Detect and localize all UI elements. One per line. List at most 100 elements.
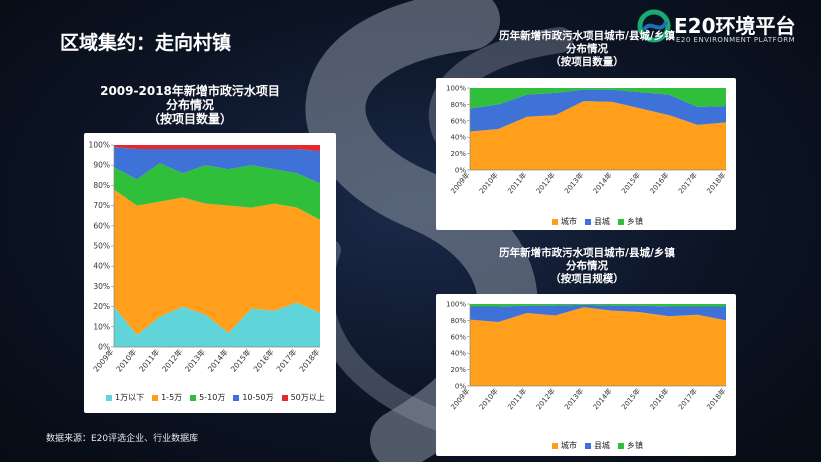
bottomright-chart-title-line2: 分布情况 [566,260,608,272]
topright-legend-item: 县城 [585,216,610,227]
left-legend-swatch [106,394,112,401]
left-x-tick-label: 2018年 [297,346,322,373]
bottomright-area-2 [470,304,726,322]
bottomright-x-tick-label: 2016年 [648,387,671,412]
bottomright-legend-item: 县城 [585,440,610,451]
left-legend-swatch [152,394,159,401]
bottomright-y-tick-label: 40% [450,350,466,358]
left-y-tick-label: 70% [93,201,110,210]
topright-y-tick-label: 100% [446,85,466,93]
left-y-tick-label: 20% [93,302,110,311]
topright-y-tick-label: 80% [450,101,466,109]
bottomright-legend-label: 城市 [561,441,577,450]
left-legend-label: 1万以下 [115,393,145,402]
bottomright-x-tick-label: 2012年 [534,387,557,412]
topright-y-tick-label: 20% [450,150,466,158]
left-y-tick-label: 30% [93,282,110,291]
topright-area-2 [470,89,726,132]
bottomright-chart-title: 历年新增市政污水项目城市/县城/乡镇 分布情况 （按项目规模） [462,247,712,286]
topright-area-3 [470,88,726,109]
data-source-note: 数据来源：E20评选企业、行业数据库 [46,434,199,444]
left-legend-item: 5-10万 [190,392,225,403]
brand-logo: E20环境平台 E20 ENVIRONMENT PLATFORM [636,6,816,54]
left-area-2 [114,189,320,335]
left-legend-swatch [190,394,197,401]
bottomright-x-tick-label: 2014年 [591,387,614,412]
left-x-tick-label: 2012年 [159,346,184,373]
bottomright-legend-item: 乡镇 [618,440,643,451]
bottomright-legend-swatch [585,442,591,449]
topright-chart-title-line2: 分布情况 [566,43,608,55]
left-legend-item: 10-50万 [233,392,274,403]
topright-y-tick-label: 0% [455,167,466,175]
left-legend-item: 1万以下 [106,392,144,403]
topright-y-tick-label: 40% [450,134,466,142]
left-legend-label: 1-5万 [161,393,183,402]
bottomright-chart-panel: 0% 20% 40% 60% 80% 100% 2009年 2010年 2011年 2012年 20… [436,294,736,456]
topright-legend-swatch [552,218,558,225]
left-x-tick-label: 2011年 [137,346,162,373]
topright-legend-swatch [618,218,624,225]
left-y-tick-label: 0% [98,343,110,352]
topright-chart-panel: 0% 20% 40% 60% 80% 100% 2009年 2010年 2011年 2012年 20… [436,78,736,230]
left-chart-title-line3: （按项目数量） [147,112,232,126]
bottomright-chart-title-line1: 历年新增市政污水项目城市/县城/乡镇 [499,247,675,259]
topright-x-tick-label: 2018年 [705,171,728,196]
bottomright-chart-legend: 城市 县城 乡镇 [552,440,643,451]
topright-legend-item: 城市 [552,216,577,227]
topright-chart-title-line3: （按项目数量） [550,56,624,68]
topright-x-tick-label: 2013年 [562,171,585,196]
left-legend-label: 5-10万 [199,393,226,402]
bottomright-x-tick-label: 2011年 [506,387,529,412]
left-legend-item: 1-5万 [152,392,182,403]
left-legend-swatch [233,394,240,401]
topright-x-tick-label: 2011年 [506,171,529,196]
left-chart-legend: 1万以下 1-5万 5-10万 10-50万 50万以上 [106,392,325,403]
bottomright-y-tick-label: 60% [450,333,466,341]
left-y-tick-label: 50% [93,242,110,251]
bottomright-y-tick-label: 0% [455,383,466,391]
left-area-5 [114,145,320,152]
bottomright-chart-title-line3: （按项目规模） [550,273,624,285]
topright-x-tick-label: 2016年 [648,171,671,196]
left-x-tick-label: 2010年 [114,346,139,373]
topright-x-tick-label: 2014年 [591,171,614,196]
left-area-1 [114,302,320,347]
bottomright-x-tick-label: 2017年 [676,387,699,412]
topright-chart-title-line1: 历年新增市政污水项目城市/县城/乡镇 [499,30,675,42]
topright-x-tick-label: 2015年 [619,171,642,196]
topright-x-tick-label: 2017年 [676,171,699,196]
brand-name: E20环境平台 [674,14,796,38]
left-chart-panel: 0% 10% 20% 30% 40% 50% 60% 70% 80% 90% 100% 2009年 20… [84,133,336,413]
bottomright-legend-swatch [552,442,558,449]
left-legend-item: 50万以上 [281,392,325,403]
left-x-tick-label: 2016年 [251,346,276,373]
left-y-tick-label: 100% [89,141,110,150]
topright-legend-label: 乡镇 [627,217,643,226]
left-chart-title-line2: 分布情况 [165,98,214,112]
topright-legend-item: 乡镇 [618,216,643,227]
e20-logo-icon [637,9,671,43]
left-y-tick-label: 60% [93,221,110,230]
brand-subtitle: E20 ENVIRONMENT PLATFORM [676,36,796,44]
topright-chart-svg: 0%20%40%60%80%100%2009年 2010年 2011年 2012年 20… [446,85,728,196]
slide-title: 区域集约：走向村镇 [60,32,232,54]
bottomright-legend-swatch [618,442,624,449]
bottomright-area-1 [470,307,726,386]
topright-legend-swatch [585,218,591,225]
topright-legend-label: 县城 [594,217,610,226]
bottomright-y-tick-label: 80% [450,317,466,325]
left-x-tick-label: 2014年 [205,346,230,373]
topright-x-tick-label: 2010年 [477,171,500,196]
left-x-tick-label: 2017年 [274,346,299,373]
bottomright-x-tick-label: 2010年 [477,387,500,412]
left-area-3 [114,163,320,220]
topright-y-tick-label: 60% [450,117,466,125]
bottomright-y-tick-label: 100% [446,301,466,309]
topright-x-tick-label: 2012年 [534,171,557,196]
bottomright-y-tick-label: 20% [450,366,466,374]
bottomright-x-tick-label: 2013年 [562,387,585,412]
left-y-tick-label: 10% [93,322,110,331]
left-legend-label: 50万以上 [290,393,325,402]
bottomright-x-tick-label: 2015年 [619,387,642,412]
